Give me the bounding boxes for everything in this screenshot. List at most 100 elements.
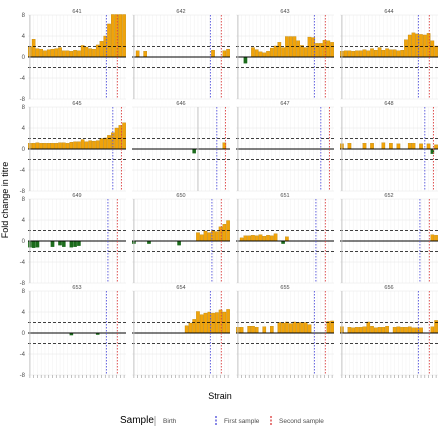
bar — [214, 231, 219, 242]
bar — [251, 326, 255, 334]
bar — [31, 39, 36, 58]
bar — [84, 141, 89, 150]
bar — [318, 43, 323, 58]
facet-panel: 656 — [340, 285, 438, 378]
facet-label: 643 — [280, 9, 289, 15]
bar — [343, 50, 348, 58]
bar — [251, 235, 255, 242]
bar — [35, 142, 40, 150]
y-tick-label: 8 — [22, 105, 26, 111]
bar — [43, 50, 47, 58]
bar — [65, 143, 70, 150]
bar — [385, 48, 389, 58]
bar — [347, 143, 352, 150]
bar — [84, 46, 89, 58]
bar — [39, 143, 44, 150]
bar — [300, 45, 304, 58]
bar — [426, 143, 431, 150]
bar — [58, 47, 62, 58]
bar — [396, 143, 401, 150]
bar — [362, 143, 367, 150]
facet-label: 649 — [72, 193, 81, 199]
bar — [211, 312, 215, 334]
facet-panel: 642 — [132, 9, 230, 100]
bar — [362, 326, 367, 334]
bar — [262, 326, 267, 334]
bar — [65, 50, 70, 58]
bar — [31, 143, 36, 150]
bar — [177, 240, 181, 246]
facet-label: 646 — [176, 101, 185, 107]
bar — [411, 32, 416, 58]
y-tick-label: -4 — [20, 168, 26, 174]
bar — [203, 230, 208, 242]
bar — [188, 322, 193, 334]
bar — [285, 236, 289, 242]
bar — [222, 224, 227, 242]
bar — [419, 327, 423, 334]
bar — [381, 142, 386, 150]
bar — [292, 321, 297, 334]
legend-label: Birth — [163, 418, 177, 425]
facet-label: 654 — [176, 285, 185, 291]
bar — [199, 314, 204, 334]
bar — [61, 240, 66, 247]
x-axis-title: Strain — [208, 391, 232, 401]
bar — [347, 327, 352, 334]
bar — [326, 321, 331, 334]
y-tick-label: 0 — [22, 55, 26, 61]
facet-label: 648 — [384, 101, 393, 107]
bar — [226, 309, 230, 334]
facet-label: 644 — [384, 9, 393, 15]
bar — [88, 48, 93, 58]
y-tick-label: 8 — [22, 13, 26, 19]
facet-label: 647 — [280, 101, 289, 107]
bar — [347, 50, 352, 58]
bar — [307, 36, 312, 58]
bar — [351, 51, 356, 58]
bar — [430, 40, 435, 58]
bar — [77, 141, 81, 150]
bar — [400, 50, 405, 58]
bar — [88, 140, 93, 150]
bar — [392, 327, 397, 334]
bar — [247, 235, 252, 242]
bar — [73, 50, 77, 58]
bar — [77, 240, 81, 246]
bar — [392, 49, 397, 58]
facet-panel: 653 8 4 0 -4 -8 — [20, 285, 126, 379]
legend: Birth First sample Second sample — [154, 416, 324, 426]
y-tick-label: -8 — [20, 281, 26, 287]
bar — [411, 143, 416, 150]
bar — [199, 234, 204, 242]
bar — [92, 48, 96, 58]
bar — [396, 326, 401, 334]
facet-label: 656 — [384, 285, 393, 291]
bar — [366, 50, 371, 58]
bar — [239, 327, 244, 334]
facet-label: 650 — [176, 193, 185, 199]
bar — [389, 143, 393, 150]
bar — [315, 43, 319, 58]
bar — [296, 40, 301, 58]
bar — [243, 235, 248, 242]
bar — [50, 48, 55, 58]
bar — [135, 50, 140, 58]
bar — [373, 50, 378, 58]
bar — [404, 327, 408, 334]
bar — [226, 48, 230, 58]
bar — [370, 143, 374, 150]
bar — [31, 240, 36, 248]
facet-panel: 647 — [236, 101, 334, 192]
bar — [61, 50, 66, 58]
bar — [69, 142, 74, 150]
bar — [58, 240, 62, 246]
bar — [122, 14, 126, 58]
y-tick-label: -8 — [20, 373, 26, 379]
bar — [80, 139, 85, 150]
bar — [92, 140, 96, 150]
bar — [330, 42, 334, 58]
facet-panel: 650 — [132, 193, 230, 284]
bar — [103, 137, 108, 150]
